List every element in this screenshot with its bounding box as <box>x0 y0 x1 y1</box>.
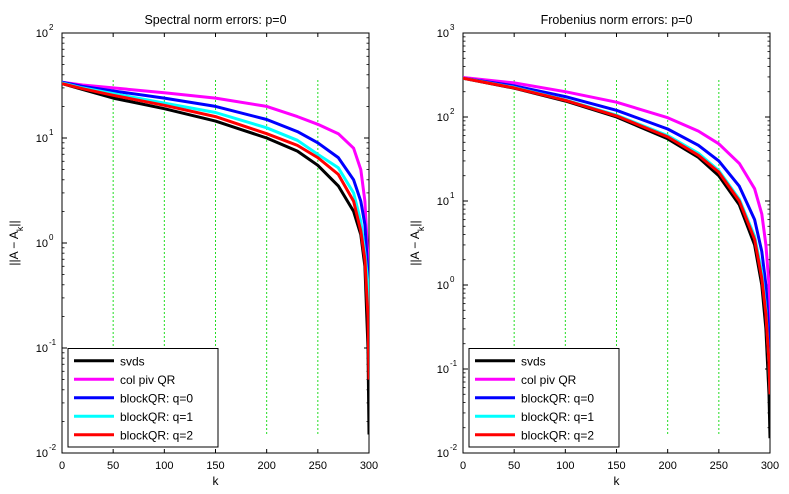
spectral-ytick-exp: 1 <box>49 128 54 137</box>
spectral-xtick-label: 300 <box>360 460 378 472</box>
spectral-ytick-exp: -2 <box>49 443 57 452</box>
frobenius-xlabel: k <box>614 474 621 488</box>
frobenius-ytick-exp: 1 <box>450 191 455 200</box>
frobenius-legend-label: blockQR: q=0 <box>521 391 594 405</box>
frobenius-xtick-label: 300 <box>761 460 779 472</box>
frobenius-legend-label: blockQR: q=1 <box>521 410 594 424</box>
frobenius-ytick-base: 10 <box>437 112 449 124</box>
spectral-legend-label: blockQR: q=1 <box>120 410 193 424</box>
spectral-ytick-exp: 2 <box>49 23 54 32</box>
spectral-legend-label: blockQR: q=0 <box>120 391 193 405</box>
frobenius-xtick-label: 0 <box>460 460 466 472</box>
spectral-ytick-exp: -1 <box>49 338 57 347</box>
spectral-ytick-exp: 0 <box>49 233 54 242</box>
frobenius-ytick-base: 10 <box>437 196 449 208</box>
frobenius-ytick-exp: -2 <box>450 443 458 452</box>
spectral-xtick-label: 200 <box>257 460 275 472</box>
frobenius-ylabel: ||A − Ak|| <box>408 220 426 265</box>
spectral-legend-label: blockQR: q=2 <box>120 428 193 442</box>
spectral-xtick-label: 50 <box>107 460 119 472</box>
spectral-series-blockqr-q-2 <box>62 82 369 380</box>
spectral-xlabel: k <box>213 474 220 488</box>
frobenius-xtick-label: 200 <box>658 460 676 472</box>
frobenius-ytick-exp: -1 <box>450 359 458 368</box>
spectral-ytick-base: 10 <box>36 238 48 250</box>
spectral-ytick-base: 10 <box>36 343 48 355</box>
frobenius-title: Frobenius norm errors: p=0 <box>541 13 693 27</box>
spectral-xtick-label: 100 <box>155 460 173 472</box>
spectral-title: Spectral norm errors: p=0 <box>144 13 286 27</box>
spectral-ytick-base: 10 <box>36 28 48 40</box>
frobenius-legend-label: blockQR: q=2 <box>521 428 594 442</box>
spectral-ylabel: ||A − Ak|| <box>7 220 25 265</box>
spectral-xtick-label: 0 <box>59 460 65 472</box>
frobenius-series-blockqr-q-2 <box>463 76 770 395</box>
frobenius-xtick-label: 50 <box>508 460 520 472</box>
frobenius-series-col-piv-qr <box>463 76 770 336</box>
frobenius-ytick-base: 10 <box>437 364 449 376</box>
frobenius-legend-label: col piv QR <box>521 373 577 387</box>
frobenius-ytick-base: 10 <box>437 448 449 460</box>
frobenius-ytick-base: 10 <box>437 280 449 292</box>
frobenius-xtick-label: 250 <box>710 460 728 472</box>
spectral-xtick-label: 150 <box>206 460 224 472</box>
frobenius-series-blockqr-q-0 <box>463 76 770 383</box>
spectral-xtick-label: 250 <box>309 460 327 472</box>
spectral-series-blockqr-q-0 <box>62 80 369 307</box>
frobenius-ytick-exp: 3 <box>450 23 455 32</box>
frobenius-ytick-exp: 0 <box>450 275 455 284</box>
spectral-ytick-base: 10 <box>36 133 48 145</box>
frobenius-chart: 0 50 100 150 200 250 30010-210-1100101102103Fr… <box>408 13 779 488</box>
spectral-chart: 0 50 100 150 200 250 30010-210-1100101102Spect… <box>7 13 378 488</box>
spectral-legend-label: col piv QR <box>120 373 176 387</box>
spectral-series-col-piv-qr <box>62 80 369 298</box>
frobenius-legend-label: svds <box>521 354 546 368</box>
frobenius-ytick-exp: 2 <box>450 107 455 116</box>
frobenius-ytick-base: 10 <box>437 28 449 40</box>
spectral-legend-label: svds <box>120 354 145 368</box>
frobenius-xtick-label: 100 <box>556 460 574 472</box>
frobenius-xtick-label: 150 <box>607 460 625 472</box>
spectral-ytick-base: 10 <box>36 448 48 460</box>
